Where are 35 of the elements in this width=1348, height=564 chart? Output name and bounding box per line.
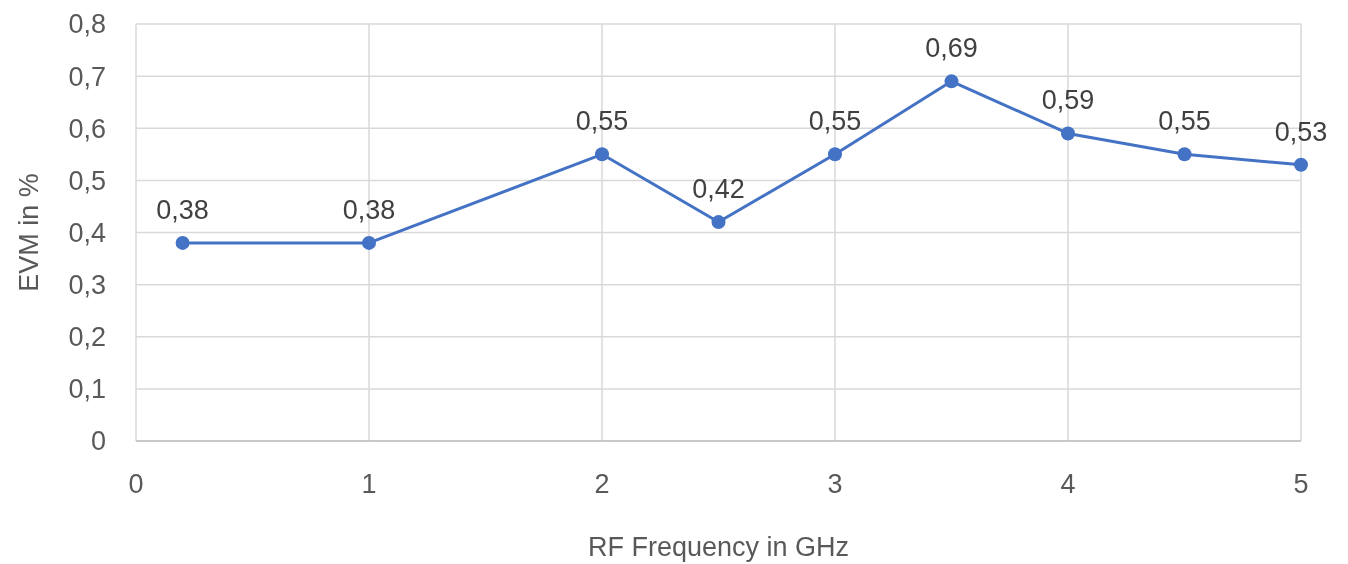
data-label: 0,38 [342, 194, 396, 225]
point [711, 215, 726, 230]
y-tick-label: 0,2 [68, 322, 106, 353]
data-label: 0,59 [1041, 85, 1095, 116]
y-tick-label: 0,1 [68, 374, 106, 405]
x-tick-label: 4 [1060, 469, 1076, 499]
y-tick-label: 0,8 [68, 9, 106, 40]
point [1294, 157, 1308, 172]
x-tick-label: 0 [128, 469, 144, 499]
x-tick-label: 2 [594, 469, 610, 499]
data-label: 0,69 [925, 33, 978, 64]
y-tick-label: 0,6 [68, 113, 106, 144]
data-label: 0,42 [692, 174, 745, 205]
point [175, 235, 190, 250]
point [1061, 126, 1075, 141]
y-tick-label: 0,4 [68, 217, 106, 248]
point [828, 147, 842, 162]
x-tick-label: 5 [1293, 469, 1309, 499]
x-axis-title: RF Frequency in GHz [587, 532, 850, 562]
data-label: 0,55 [808, 106, 862, 137]
data-label: 0,38 [156, 194, 209, 225]
y-tick-label: 0,5 [68, 165, 106, 196]
data-label: 0,53 [1274, 116, 1328, 147]
point [944, 74, 959, 89]
data-label: 0,55 [575, 106, 629, 137]
point [362, 235, 376, 250]
point [595, 147, 609, 162]
x-tick-label: 3 [827, 469, 843, 499]
x-tick-label: 1 [361, 469, 377, 499]
y-tick-label: 0 [90, 426, 106, 457]
point [1177, 147, 1192, 162]
y-tick-label: 0,3 [68, 270, 106, 301]
y-tick-label: 0,7 [68, 61, 106, 92]
data-label: 0,55 [1158, 106, 1211, 137]
y-axis-title: EVM in % [14, 173, 44, 292]
